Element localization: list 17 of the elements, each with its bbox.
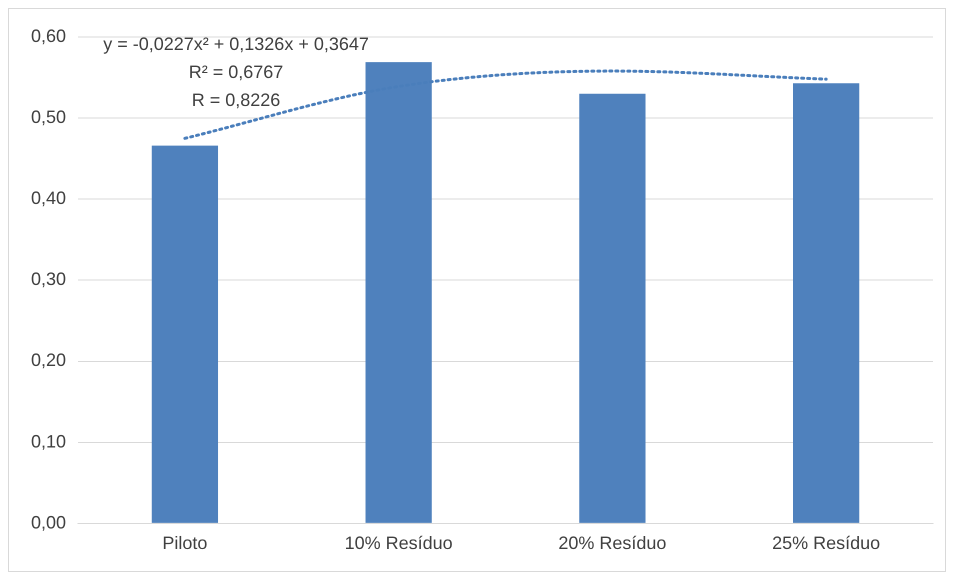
y-tick-label: 0,10 (30, 431, 66, 452)
x-tick-label: 20% Resíduo (558, 533, 666, 554)
y-tick-label: 0,50 (30, 107, 66, 128)
bar (579, 94, 646, 523)
annotation: R² = 0,6767 (188, 62, 284, 82)
annotation: y = -0,0227x² + 0,1326x + 0,3647 (103, 34, 369, 54)
y-tick-label: 0,00 (30, 512, 66, 532)
x-tick-label: 25% Resíduo (772, 533, 880, 554)
x-tick-label: Piloto (162, 533, 208, 554)
bar (793, 83, 860, 523)
x-tick-label: 10% Resíduo (344, 533, 453, 554)
y-tick-label: 0,60 (30, 26, 66, 46)
annotation: R = 0,8226 (192, 90, 280, 110)
bar (152, 146, 218, 523)
y-tick-label: 0,40 (30, 188, 66, 208)
y-tick-label: 0,20 (30, 350, 66, 370)
y-tick-label: 0,30 (30, 269, 66, 290)
